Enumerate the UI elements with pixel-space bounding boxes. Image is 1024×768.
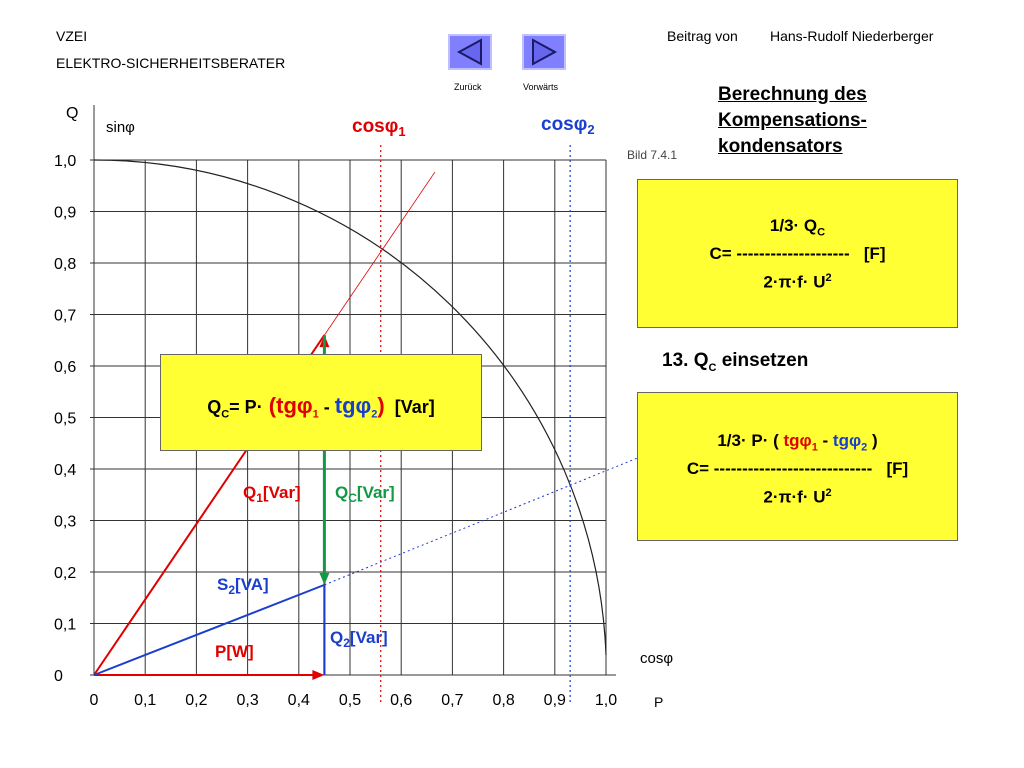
y-tick-label: 0,2 bbox=[54, 565, 76, 582]
qc-arrow-head bbox=[319, 572, 330, 585]
x-tick-label: 0,9 bbox=[544, 692, 566, 709]
triangle-left-icon bbox=[456, 38, 482, 66]
x-axis-label: P bbox=[654, 694, 663, 710]
x-tick-label: 0,3 bbox=[236, 692, 258, 709]
x-tick-label: 0,8 bbox=[492, 692, 514, 709]
x-tick-label: 0,6 bbox=[390, 692, 412, 709]
x-tick-labels: 0 0,1 0,2 0,3 0,4 0,5 0,6 0,7 0,8 0,9 1,0 bbox=[90, 692, 618, 709]
figure-reference: Bild 7.4.1 bbox=[627, 148, 678, 162]
forward-label[interactable]: Vorwärts bbox=[523, 82, 559, 92]
page-title: Berechnung des Kompensations- kondensato… bbox=[718, 82, 867, 160]
title-line-3: kondensators bbox=[718, 136, 843, 157]
y-axis-label: Q bbox=[66, 105, 78, 122]
s2-label: S2[VA] bbox=[217, 575, 269, 597]
y-tick-label: 0,3 bbox=[54, 514, 76, 531]
p-arrow-head bbox=[312, 670, 325, 680]
x-tick-label: 0,7 bbox=[441, 692, 463, 709]
x-tick-label: 0,2 bbox=[185, 692, 207, 709]
formula-top-numerator: 1/3· QC bbox=[769, 216, 826, 239]
y-tick-label: 0,7 bbox=[54, 308, 76, 325]
y-axis-sublabel: sinφ bbox=[106, 119, 135, 136]
formula-box-qc: QC= P· (tgφ1 - tgφ2) [Var] bbox=[160, 354, 482, 451]
cos-phi2-label: cosφ2 bbox=[541, 114, 595, 137]
back-label[interactable]: Zurück bbox=[454, 82, 482, 92]
y-tick-label: 0 bbox=[54, 668, 63, 685]
x-tick-label: 0,1 bbox=[134, 692, 156, 709]
y-tick-label: 0,4 bbox=[54, 462, 76, 479]
s2-vector bbox=[93, 583, 325, 676]
formula-qc: QC= P· (tgφ1 - tgφ2) [Var] bbox=[207, 393, 435, 421]
back-button[interactable] bbox=[448, 34, 492, 70]
title-line-1: Berechnung des bbox=[718, 84, 867, 105]
x-axis-sublabel: cosφ bbox=[640, 650, 673, 667]
qc-label: QC[Var] bbox=[335, 483, 395, 505]
y-tick-label: 0,9 bbox=[54, 205, 76, 222]
y-tick-label: 0,5 bbox=[54, 411, 76, 428]
x-tick-label: 0,5 bbox=[339, 692, 361, 709]
step-label: 13. QC einsetzen bbox=[662, 350, 809, 374]
y-tick-label: 1,0 bbox=[54, 153, 76, 170]
formula-box-capacitor: 1/3· QC C= -------------------- [F] 2·π·… bbox=[637, 179, 958, 328]
formula-top-denominator: 2·π·f· U2 bbox=[763, 272, 832, 292]
p-label: P[W] bbox=[215, 642, 254, 661]
x-tick-label: 0,4 bbox=[288, 692, 310, 709]
title-line-2: Kompensations- bbox=[718, 110, 867, 131]
s2-extension-line bbox=[324, 456, 641, 586]
cos-phi1-label: cosφ1 bbox=[352, 116, 406, 139]
y-tick-labels: 0 0,1 0,2 0,3 0,4 0,5 0,6 0,7 0,8 0,9 1,0 bbox=[54, 153, 76, 685]
formula-top-fraction-line: C= -------------------- [F] bbox=[709, 244, 886, 263]
x-tick-label: 0 bbox=[90, 692, 99, 709]
forward-button[interactable] bbox=[522, 34, 566, 70]
author-name: Hans-Rudolf Niederberger bbox=[770, 28, 934, 44]
y-tick-label: 0,1 bbox=[54, 617, 76, 634]
unit-circle-arc bbox=[93, 159, 607, 656]
y-tick-label: 0,6 bbox=[54, 359, 76, 376]
formula-bottom-numerator: 1/3· P· ( tgφ1 - tgφ2 ) bbox=[717, 431, 878, 454]
x-tick-label: 1,0 bbox=[595, 692, 617, 709]
formula-box-substituted: 1/3· P· ( tgφ1 - tgφ2 ) C= -------------… bbox=[637, 392, 958, 541]
formula-bottom-denominator: 2·π·f· U2 bbox=[763, 487, 832, 507]
q2-label: Q2[Var] bbox=[330, 628, 388, 650]
q1-label: Q1[Var] bbox=[243, 483, 301, 505]
y-tick-label: 0,8 bbox=[54, 256, 76, 273]
formula-bottom-fraction-line: C= ---------------------------- [F] bbox=[686, 459, 909, 478]
credit-prefix: Beitrag von bbox=[667, 28, 738, 44]
triangle-right-icon bbox=[532, 38, 558, 66]
org-name: VZEI bbox=[56, 28, 88, 44]
org-subtitle: ELEKTRO-SICHERHEITSBERATER bbox=[56, 55, 286, 71]
